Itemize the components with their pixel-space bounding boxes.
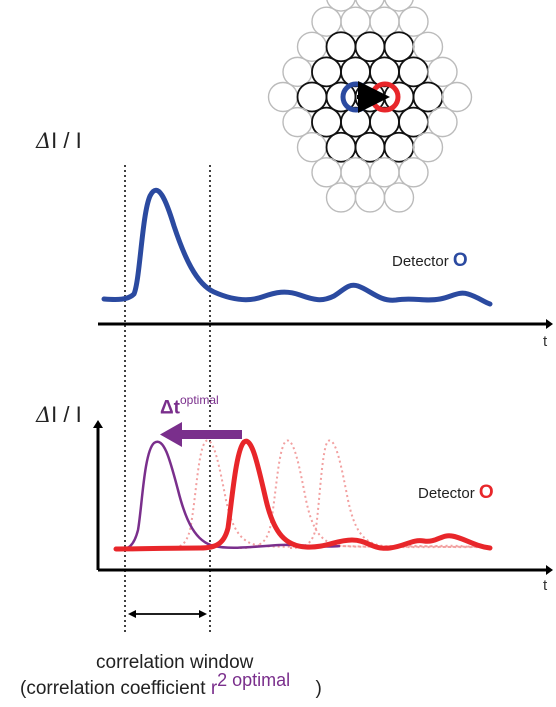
detector-array-diagram [267, 0, 473, 213]
detector-cell [369, 6, 400, 37]
window-arrow-left [128, 610, 136, 618]
blue-signal-curve [101, 187, 493, 307]
detector-cell [340, 157, 371, 188]
shifted-copy-2 [239, 439, 489, 549]
detector-cell [383, 31, 415, 63]
red-signal-curve [113, 438, 493, 552]
detector-cell [296, 132, 328, 163]
correlation-coefficient-label: (correlation coefficient r2 optimal ) [20, 670, 322, 699]
r-symbol: r [210, 678, 218, 699]
detector-cell [267, 81, 299, 113]
detector-cell [354, 182, 386, 213]
detector-cell [398, 157, 429, 188]
correlation-window-label: correlation window [96, 652, 254, 673]
detector-cell [354, 31, 386, 63]
detector-cell [325, 31, 357, 63]
bottom-axis-arrowhead [546, 565, 553, 575]
delta-t-optimal-label: Δtoptimal [160, 393, 219, 419]
detector-cell [384, 0, 414, 12]
detector-cell [427, 56, 458, 88]
detector-cell [311, 106, 342, 138]
bottom-y-axis-label: ΔI / I [36, 402, 82, 427]
detector-cell [355, 0, 385, 12]
bottom-y-arrowhead [93, 420, 103, 428]
delta-t-arrow-shaft [180, 430, 242, 439]
detector-cell [412, 31, 444, 62]
detector-cell [325, 131, 357, 163]
delta-t-arrow-head [160, 422, 182, 447]
detector-cell [412, 81, 444, 113]
detector-cell [412, 132, 444, 163]
detector-cell [326, 0, 356, 12]
red-ring-glyph: O [478, 482, 494, 503]
detector-cell [398, 6, 429, 37]
detector-cell [311, 56, 342, 88]
detector-cell [296, 31, 328, 62]
r-superscript: 2 optimal [217, 670, 291, 690]
detector-cell [325, 182, 357, 213]
detector-blue-label: Detector O [392, 250, 468, 271]
detector-cell [441, 81, 473, 113]
detector-cell [282, 106, 313, 138]
detector-cell [369, 157, 400, 188]
detector-cell [340, 6, 371, 37]
detector-cell [383, 182, 415, 213]
shifted-copy-1 [169, 439, 489, 549]
detector-cell [398, 56, 429, 88]
detector-cell [282, 56, 313, 88]
bottom-time-label: t [543, 577, 548, 594]
top-y-axis-label: ΔI / I [36, 128, 82, 153]
detector-cell [383, 131, 415, 163]
top-time-label: t [543, 333, 548, 350]
detector-cell [296, 81, 328, 113]
window-arrow-right [199, 610, 207, 618]
detector-cell [427, 106, 458, 138]
detector-cell [354, 131, 386, 163]
detector-cell [398, 106, 429, 138]
detector-cell [311, 6, 342, 37]
top-axis-arrowhead [546, 319, 553, 329]
purple-shifted-signal [117, 440, 341, 552]
blue-ring-glyph: O [452, 250, 468, 271]
shifted-copy-3 [289, 439, 489, 549]
detector-red-label: Detector O [418, 482, 494, 503]
detector-cell [311, 157, 342, 188]
